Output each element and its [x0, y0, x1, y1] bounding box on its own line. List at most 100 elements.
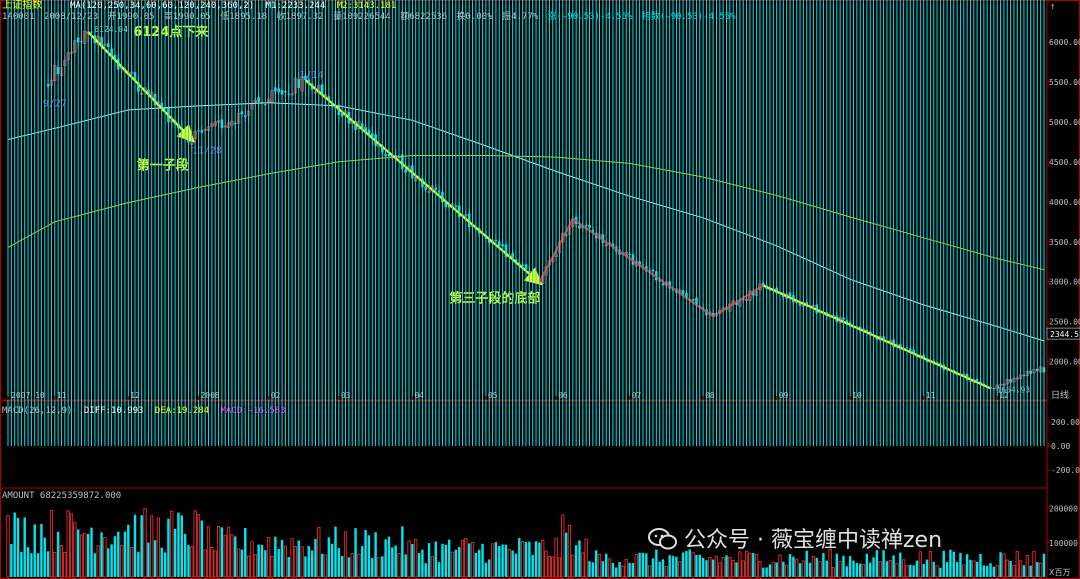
amount-bar [818, 561, 822, 578]
amount-bar [46, 551, 50, 577]
amount-bar [778, 554, 782, 578]
index-name: 上证指数 [2, 0, 42, 11]
price-point-label: 1/14 [299, 70, 323, 81]
amount-bar [250, 541, 254, 578]
ma-m2: M2:3143.181 [336, 1, 397, 11]
amount-bar [634, 554, 638, 578]
amount-bar [230, 534, 234, 578]
amount-bar [147, 542, 150, 577]
amount-bar [708, 556, 712, 578]
amount-bar [725, 555, 728, 577]
amount-bar [59, 544, 64, 578]
amount-bar [588, 561, 591, 577]
amount-bar [213, 550, 217, 578]
amount-bar [912, 565, 915, 577]
amount-bar [795, 558, 799, 578]
amount-bar [815, 557, 818, 577]
amount-bar [437, 562, 441, 577]
amount-bar [949, 549, 952, 577]
amount-bar [909, 564, 912, 577]
amount-bar [216, 526, 221, 578]
quote-date: 2008/12/23 [43, 12, 99, 22]
amount-bar [842, 555, 845, 577]
amount-bar [1036, 562, 1039, 577]
amount-bar [367, 535, 371, 577]
amount-bar [872, 557, 875, 577]
y-tick-label: 3000.00 [1049, 278, 1080, 287]
amount-bar [6, 515, 10, 578]
amount-bar [1015, 551, 1019, 578]
amount-bar [561, 514, 565, 578]
trend-arrow [87, 31, 195, 143]
amount-bar [260, 544, 264, 577]
amount-bar [290, 538, 294, 578]
amount-bar [253, 554, 257, 578]
amount-bar [73, 522, 77, 578]
macd-value: MACD:-16.583 [220, 406, 286, 416]
amount-bar [494, 542, 498, 577]
amount-bar [571, 554, 575, 578]
amount-bar [752, 553, 755, 577]
amount-bar [521, 541, 525, 578]
amount-bar [658, 561, 661, 577]
amount-bar [123, 531, 127, 577]
x-tick-label: 08 [705, 391, 715, 400]
amount-bar [845, 566, 849, 577]
amount-bar [888, 560, 892, 578]
amount-bar [738, 551, 742, 578]
amount-bar [648, 565, 652, 578]
amount-bar [226, 526, 231, 578]
macd-diff: DIFF:10.993 [83, 406, 144, 416]
amount-bar [641, 552, 645, 577]
amount-bar [651, 558, 655, 577]
x-tick-label: 04 [414, 391, 424, 400]
amount-bar [310, 550, 314, 577]
amplitude: 振4.77% [502, 12, 539, 22]
amount-bar [156, 517, 160, 578]
amount-bar [421, 549, 424, 577]
amount-bar [10, 543, 13, 577]
amount-bar [714, 555, 719, 578]
amount-bar [798, 563, 802, 577]
amount-bar [782, 561, 785, 577]
amount-bar [414, 538, 418, 578]
amount-bar [858, 563, 862, 577]
amount-bar [581, 552, 585, 578]
amount-bar [955, 561, 959, 577]
amount-bar [350, 553, 354, 578]
x-tick-label: 11 [926, 391, 936, 400]
amount-bar [1039, 562, 1043, 578]
amount-bar [417, 553, 421, 577]
amount-bar [975, 561, 979, 577]
y-tick-label: 6000.00 [1049, 38, 1080, 47]
close-price: 收1897.32 [276, 12, 324, 22]
amount-bar [638, 552, 641, 577]
amount-bar [728, 556, 732, 578]
amount-bar [40, 523, 43, 577]
macd-tick-label: 200.00 [1051, 418, 1080, 427]
amount-bar [735, 562, 738, 577]
macd-params: MACD(26,12,9) [2, 406, 73, 416]
amount-bar [825, 560, 828, 577]
amount-tick-label: 100000 [1049, 539, 1078, 548]
amount-bar [173, 528, 177, 577]
turnover: 换0.00% [456, 12, 493, 22]
amount-bar [995, 564, 999, 578]
amount-bar [985, 565, 989, 577]
amount-bar [655, 549, 658, 577]
amount-bar [484, 562, 488, 577]
amount-bar [945, 562, 949, 577]
amount-bar [110, 544, 113, 577]
amount-tick-label: 200000 [1049, 505, 1078, 514]
amount-bar [1002, 553, 1006, 578]
amount-bar [314, 538, 317, 577]
amount-bar [748, 552, 752, 578]
amount-bar [628, 562, 631, 577]
amount-bar [43, 537, 46, 577]
macd-tick-label: -200.00 [1051, 466, 1080, 475]
amount-bar [855, 563, 859, 577]
amount-bar [574, 545, 578, 577]
amount-bar [618, 561, 621, 577]
